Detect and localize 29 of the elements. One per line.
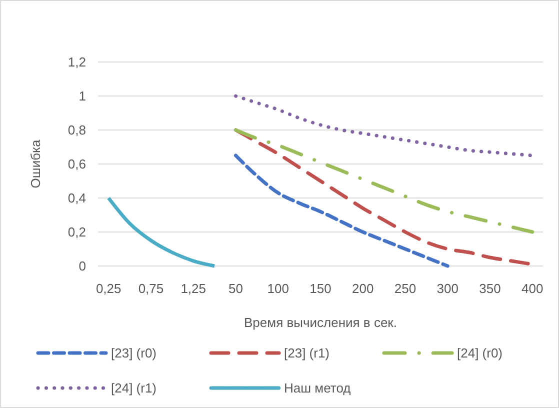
y-tick-label: 0,8 [68,122,86,138]
x-tick-label: 1,25 [180,281,206,296]
x-tick-label: 100 [267,281,289,296]
x-tick-label: 350 [479,281,501,296]
x-tick-label: 50 [228,281,243,296]
line-series [234,154,450,268]
x-tick-label: 250 [394,281,416,296]
x-tick-label: 300 [436,281,458,296]
y-tick-label: 1,2 [68,54,86,70]
x-tick-label: 400 [522,281,544,296]
x-tick-label: 0,75 [138,281,164,296]
line-series [106,196,216,268]
y-tick-label: 0,6 [68,156,86,172]
y-tick-label: 1 [78,88,86,104]
line-series [234,128,534,234]
legend-label: [23] (r1) [284,346,330,361]
x-tick-label: 200 [352,281,374,296]
y-axis-title: Ошибка [28,139,43,188]
x-tick-label: 150 [310,281,332,296]
x-tick-label: 0,25 [96,281,122,296]
legend-label: [24] (r0) [457,346,503,361]
x-axis-title: Время вычисления в сек. [244,315,397,330]
y-tick-label: 0,2 [68,224,86,240]
y-tick-label: 0,4 [68,190,86,206]
legend-label: [23] (r0) [111,346,157,361]
legend-label: Наш метод [284,380,352,396]
legend-label: [24] (r1) [111,380,157,396]
line-series [234,94,534,158]
y-tick-label: 0 [78,258,86,274]
